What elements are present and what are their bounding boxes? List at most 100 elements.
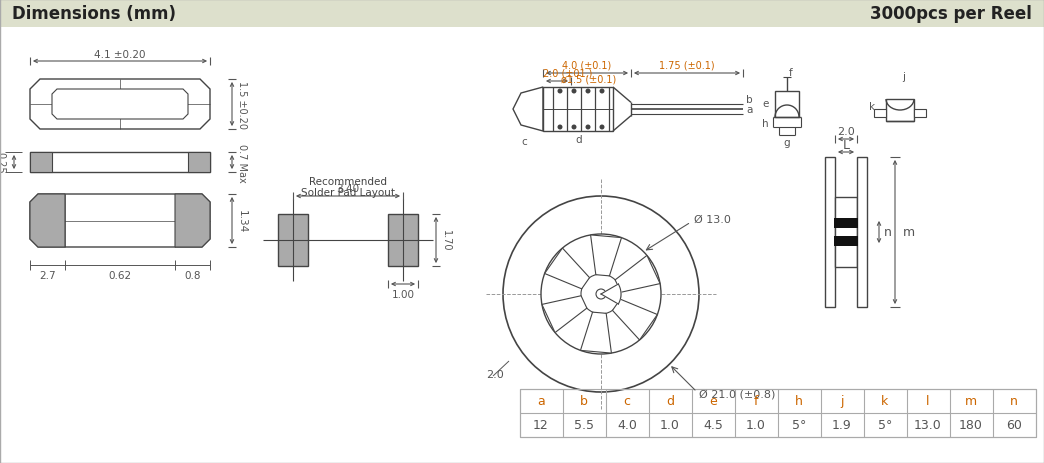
- Text: Ø 13.0: Ø 13.0: [694, 214, 731, 225]
- Text: 5°: 5°: [878, 419, 893, 432]
- Text: 13.0: 13.0: [915, 419, 942, 432]
- Text: L: L: [843, 139, 850, 152]
- Text: l: l: [926, 394, 930, 407]
- Bar: [30, 153, 210, 173]
- Text: g: g: [784, 138, 790, 148]
- Text: 4.5: 4.5: [703, 419, 722, 432]
- Text: a: a: [746, 105, 753, 115]
- Text: e: e: [762, 99, 769, 109]
- Text: k: k: [881, 394, 888, 407]
- Circle shape: [596, 289, 606, 300]
- Text: 1.70: 1.70: [441, 230, 451, 251]
- Text: n: n: [884, 226, 892, 239]
- Circle shape: [503, 197, 699, 392]
- Text: b: b: [746, 95, 753, 105]
- Text: 3.40: 3.40: [336, 184, 359, 194]
- Text: 4.1 ±0.20: 4.1 ±0.20: [94, 50, 146, 60]
- Text: Ø 21.0 (±0.8): Ø 21.0 (±0.8): [699, 389, 776, 399]
- Bar: [278, 214, 308, 266]
- Text: 0.62: 0.62: [109, 270, 132, 281]
- Text: e: e: [709, 394, 717, 407]
- Circle shape: [571, 125, 576, 130]
- Text: 2.0 (±01.): 2.0 (±01.): [543, 69, 592, 79]
- Text: 1.75 (±0.1): 1.75 (±0.1): [659, 61, 715, 71]
- Text: 5°: 5°: [791, 419, 806, 432]
- Text: j: j: [840, 394, 844, 407]
- Bar: [874, 110, 886, 118]
- Circle shape: [582, 275, 621, 314]
- Text: 2.7: 2.7: [40, 270, 55, 281]
- Polygon shape: [601, 284, 621, 304]
- Polygon shape: [542, 296, 587, 333]
- Text: 180: 180: [959, 419, 983, 432]
- Text: 2.0: 2.0: [487, 369, 504, 379]
- Text: 0.8: 0.8: [184, 270, 200, 281]
- Polygon shape: [52, 90, 188, 120]
- Text: 1.5 ±0.20: 1.5 ±0.20: [237, 81, 247, 129]
- Text: 60: 60: [1006, 419, 1022, 432]
- Bar: [834, 237, 858, 246]
- Text: 0.25: 0.25: [0, 152, 5, 174]
- Polygon shape: [580, 313, 612, 353]
- Circle shape: [599, 125, 604, 130]
- Text: Dimensions (mm): Dimensions (mm): [11, 5, 176, 23]
- Text: a: a: [537, 394, 545, 407]
- Polygon shape: [613, 300, 658, 340]
- Circle shape: [599, 89, 604, 94]
- Polygon shape: [30, 194, 65, 247]
- Polygon shape: [30, 80, 210, 130]
- Text: f: f: [754, 394, 758, 407]
- Bar: [775, 92, 799, 118]
- Text: 5.5: 5.5: [574, 419, 594, 432]
- Bar: [886, 100, 914, 122]
- Bar: [835, 198, 857, 268]
- Polygon shape: [545, 249, 590, 289]
- Circle shape: [557, 125, 563, 130]
- Text: Solder Pad Layout: Solder Pad Layout: [301, 188, 395, 198]
- Text: 2.0: 2.0: [837, 127, 855, 137]
- Polygon shape: [513, 88, 543, 131]
- Bar: [188, 153, 210, 173]
- Text: c: c: [623, 394, 631, 407]
- Text: f: f: [789, 68, 792, 78]
- Text: d: d: [575, 135, 582, 144]
- Circle shape: [571, 89, 576, 94]
- Polygon shape: [615, 256, 660, 293]
- Bar: [857, 158, 867, 307]
- Circle shape: [586, 89, 591, 94]
- Text: 3000pcs per Reel: 3000pcs per Reel: [870, 5, 1033, 23]
- Text: ø1.5 (±0.1): ø1.5 (±0.1): [561, 75, 616, 85]
- Bar: [834, 219, 858, 229]
- Bar: [0, 0, 1044, 28]
- Circle shape: [586, 125, 591, 130]
- Text: 12: 12: [533, 419, 549, 432]
- Text: j: j: [902, 72, 905, 82]
- Text: d: d: [666, 394, 674, 407]
- Text: m: m: [903, 226, 916, 239]
- Text: n: n: [1010, 394, 1018, 407]
- Text: 1.9: 1.9: [832, 419, 852, 432]
- Bar: [543, 88, 613, 131]
- Text: 0.7 Max: 0.7 Max: [237, 144, 247, 182]
- Text: c: c: [521, 137, 527, 147]
- Polygon shape: [30, 194, 210, 247]
- Bar: [914, 110, 926, 118]
- Text: 1.00: 1.00: [392, 289, 414, 300]
- Text: b: b: [580, 394, 588, 407]
- Circle shape: [557, 89, 563, 94]
- Text: 1.0: 1.0: [660, 419, 680, 432]
- Text: 1.0: 1.0: [746, 419, 766, 432]
- Text: 1.34: 1.34: [237, 209, 247, 232]
- Polygon shape: [591, 235, 621, 276]
- Text: m: m: [965, 394, 977, 407]
- Text: 4.0 (±0.1): 4.0 (±0.1): [563, 61, 612, 71]
- Text: 4.0: 4.0: [617, 419, 637, 432]
- Text: h: h: [796, 394, 803, 407]
- Text: k: k: [869, 102, 875, 112]
- Polygon shape: [175, 194, 210, 247]
- Bar: [825, 158, 835, 307]
- Bar: [388, 214, 418, 266]
- Bar: [30, 153, 52, 173]
- Text: h: h: [762, 119, 769, 129]
- Circle shape: [541, 234, 661, 354]
